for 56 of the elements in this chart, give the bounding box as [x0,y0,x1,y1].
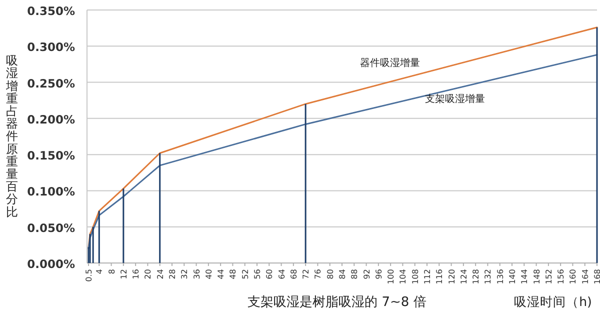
x-tick-label: 132 [484,269,493,284]
y-tick-label: 0.150% [27,148,76,163]
x-tick-label: 24 [156,269,165,280]
series-label: 器件吸湿增量 [360,57,420,69]
x-tick-label: 4 [95,269,104,274]
x-tick-label: 108 [410,269,420,284]
x-tick-label: 48 [228,269,238,280]
x-tick-label: 160 [568,269,578,284]
y-tick-label: 0.300% [27,40,76,54]
y-tick-label: 0.100% [27,184,76,199]
x-tick-label: 116 [435,269,444,284]
x-tick-label: 56 [253,269,262,280]
x-tick-label: 148 [532,269,542,284]
x-tick-label: 52 [240,269,250,280]
x-tick-label: 8 [107,269,116,274]
x-tick-label: 60 [265,269,274,280]
x-tick-label: 64 [277,269,286,280]
x-tick-label: 80 [326,269,335,280]
x-tick-label: 0.5 [84,269,94,282]
x-tick-label: 16 [132,269,141,280]
text: 吸湿增重占器件原重量百分比 [6,54,18,219]
x-tick-label: 84 [338,269,347,280]
x-tick-label: 124 [459,269,468,284]
x-tick-label: 28 [168,269,177,280]
y-tick-label: 0.200% [27,112,76,126]
x-tick-label: 112 [423,269,432,284]
x-tick-label: 104 [398,269,408,284]
text: 支架吸湿是树脂吸湿的 7~8 倍 [248,295,426,310]
x-tick-label: 40 [204,269,214,280]
y-tick-label: 0.000% [27,257,76,271]
x-tick-label: 164 [580,269,590,284]
y-tick-label: 0.050% [27,220,76,235]
x-tick-label: 44 [216,269,226,280]
x-tick-label: 136 [496,269,505,284]
x-tick-label: 76 [314,269,323,280]
x-tick-label: 32 [180,269,190,280]
x-axis-title: 吸湿时间（h) [514,294,592,309]
x-tick-label: 72 [302,269,311,280]
x-tick-label: 36 [192,269,202,280]
x-tick-label: 168 [593,269,600,284]
x-tick-label: 100 [386,269,396,284]
x-tick-label: 120 [447,269,456,284]
x-tick-label: 152 [544,269,554,284]
x-tick-label: 128 [472,269,481,284]
y-tick-label: 0.250% [27,76,76,90]
x-tick-label: 68 [289,269,298,280]
series-label: 支架吸湿增量 [425,93,485,105]
x-tick-label: 88 [350,269,360,280]
x-tick-label: 140 [508,269,517,284]
x-tick-label: 20 [144,269,153,280]
x-tick-label: 12 [119,269,128,280]
x-tick-label: 156 [556,269,566,284]
x-tick-label: 144 [520,269,530,284]
y-tick-label: 0.350% [27,4,76,18]
x-tick-label: 92 [362,269,372,280]
x-tick-label: 96 [374,269,384,280]
